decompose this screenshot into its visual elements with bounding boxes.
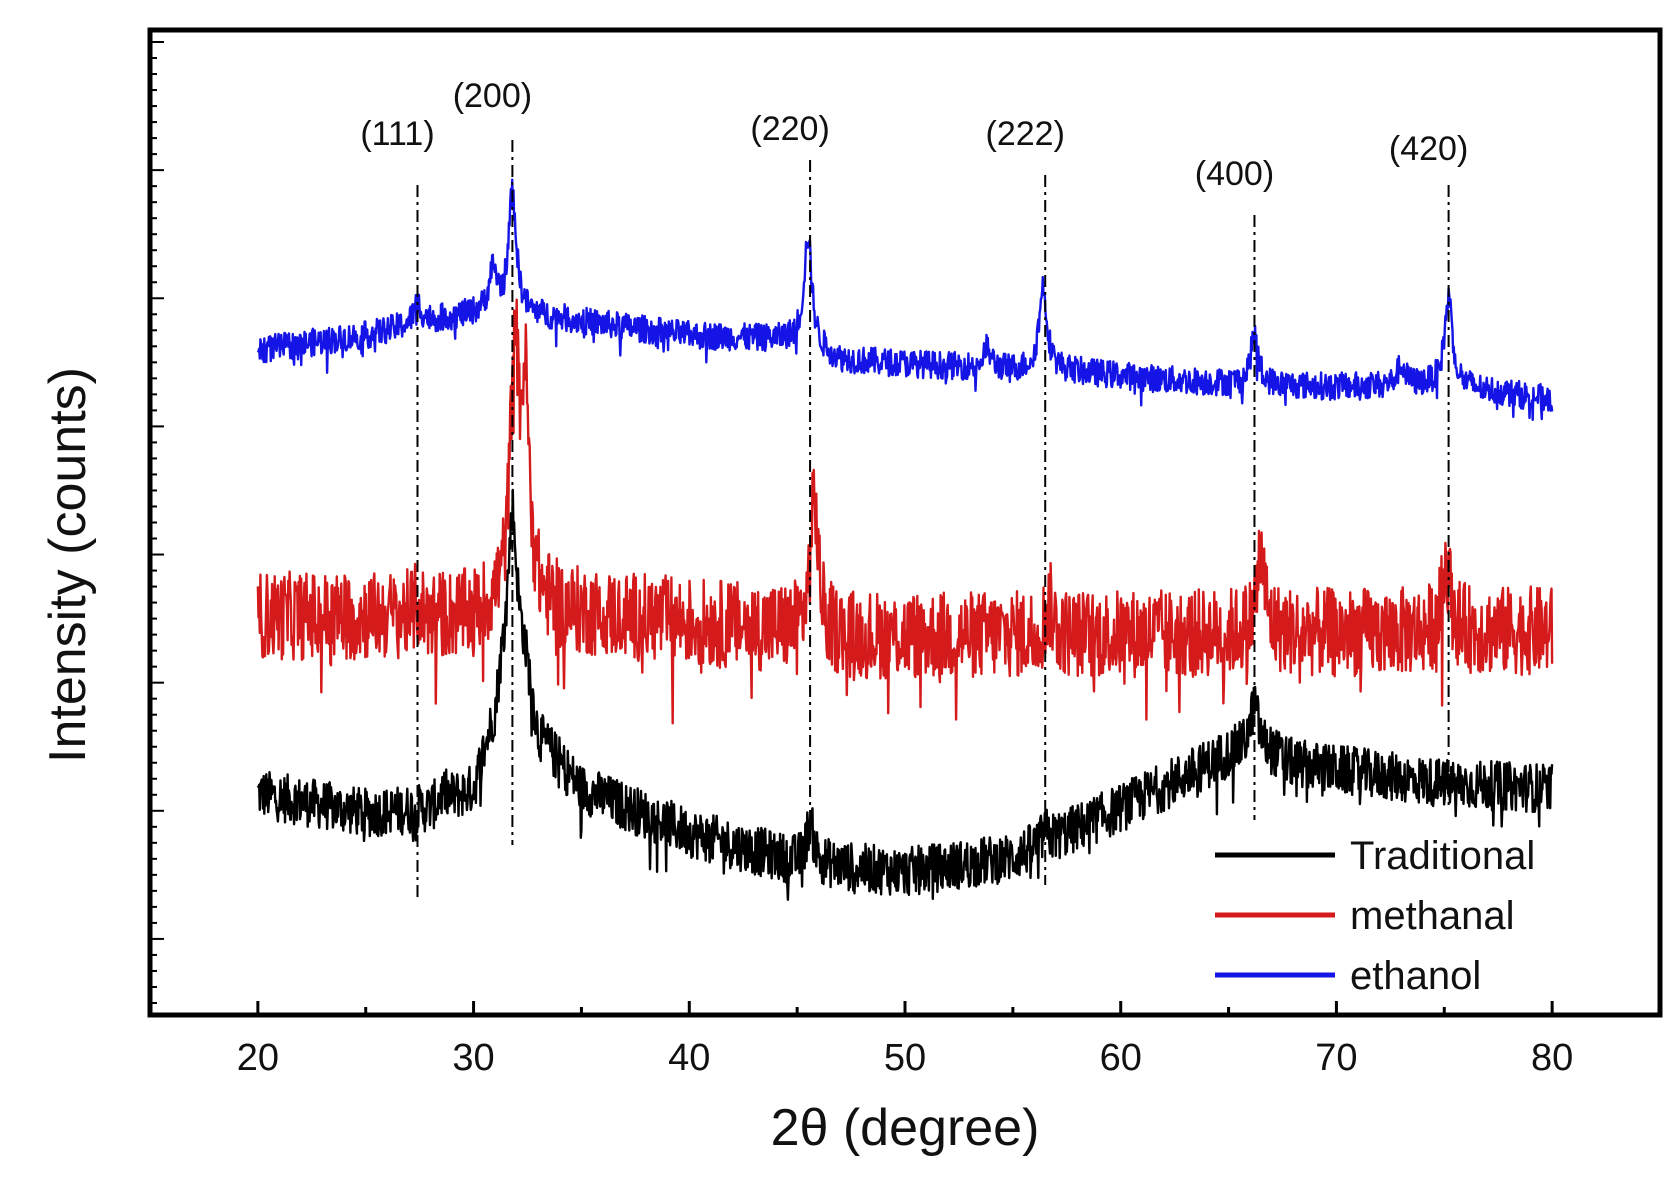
series-line-ethanol bbox=[256, 178, 1554, 421]
plot-series-group bbox=[256, 178, 1554, 901]
x-tick-label: 50 bbox=[884, 1037, 926, 1079]
x-tick-label: 70 bbox=[1315, 1037, 1357, 1079]
legend-label-ethanol: ethanol bbox=[1350, 954, 1481, 998]
y-axis-title: Intensity (counts) bbox=[39, 367, 97, 763]
y-axis-ticks bbox=[150, 41, 164, 1004]
x-tick-label: 40 bbox=[668, 1037, 710, 1079]
peak-label-220: (220) bbox=[750, 110, 829, 148]
peak-reference-lines bbox=[416, 140, 1450, 900]
x-tick-label: 60 bbox=[1100, 1037, 1142, 1079]
x-tick-label: 20 bbox=[237, 1037, 279, 1079]
peak-label-222: (222) bbox=[986, 115, 1065, 153]
peak-labels: (111) (200) (220) (222) (400) (420) bbox=[360, 77, 1468, 193]
legend-label-traditional: Traditional bbox=[1350, 834, 1535, 878]
legend: Traditional methanal ethanol bbox=[1215, 834, 1535, 998]
peak-label-420: (420) bbox=[1389, 130, 1468, 168]
peak-label-400: (400) bbox=[1195, 155, 1274, 193]
x-tick-label: 80 bbox=[1531, 1037, 1573, 1079]
x-tick-label: 30 bbox=[452, 1037, 494, 1079]
series-line-traditional bbox=[256, 488, 1554, 901]
legend-label-methanal: methanal bbox=[1350, 894, 1515, 938]
peak-label-111: (111) bbox=[360, 115, 434, 153]
x-axis-ticks: 20 30 40 50 60 70 80 bbox=[237, 1001, 1573, 1079]
peak-label-200: (200) bbox=[453, 77, 532, 115]
x-axis-title: 2θ (degree) bbox=[771, 1099, 1040, 1157]
series-line-methanal bbox=[256, 298, 1554, 725]
